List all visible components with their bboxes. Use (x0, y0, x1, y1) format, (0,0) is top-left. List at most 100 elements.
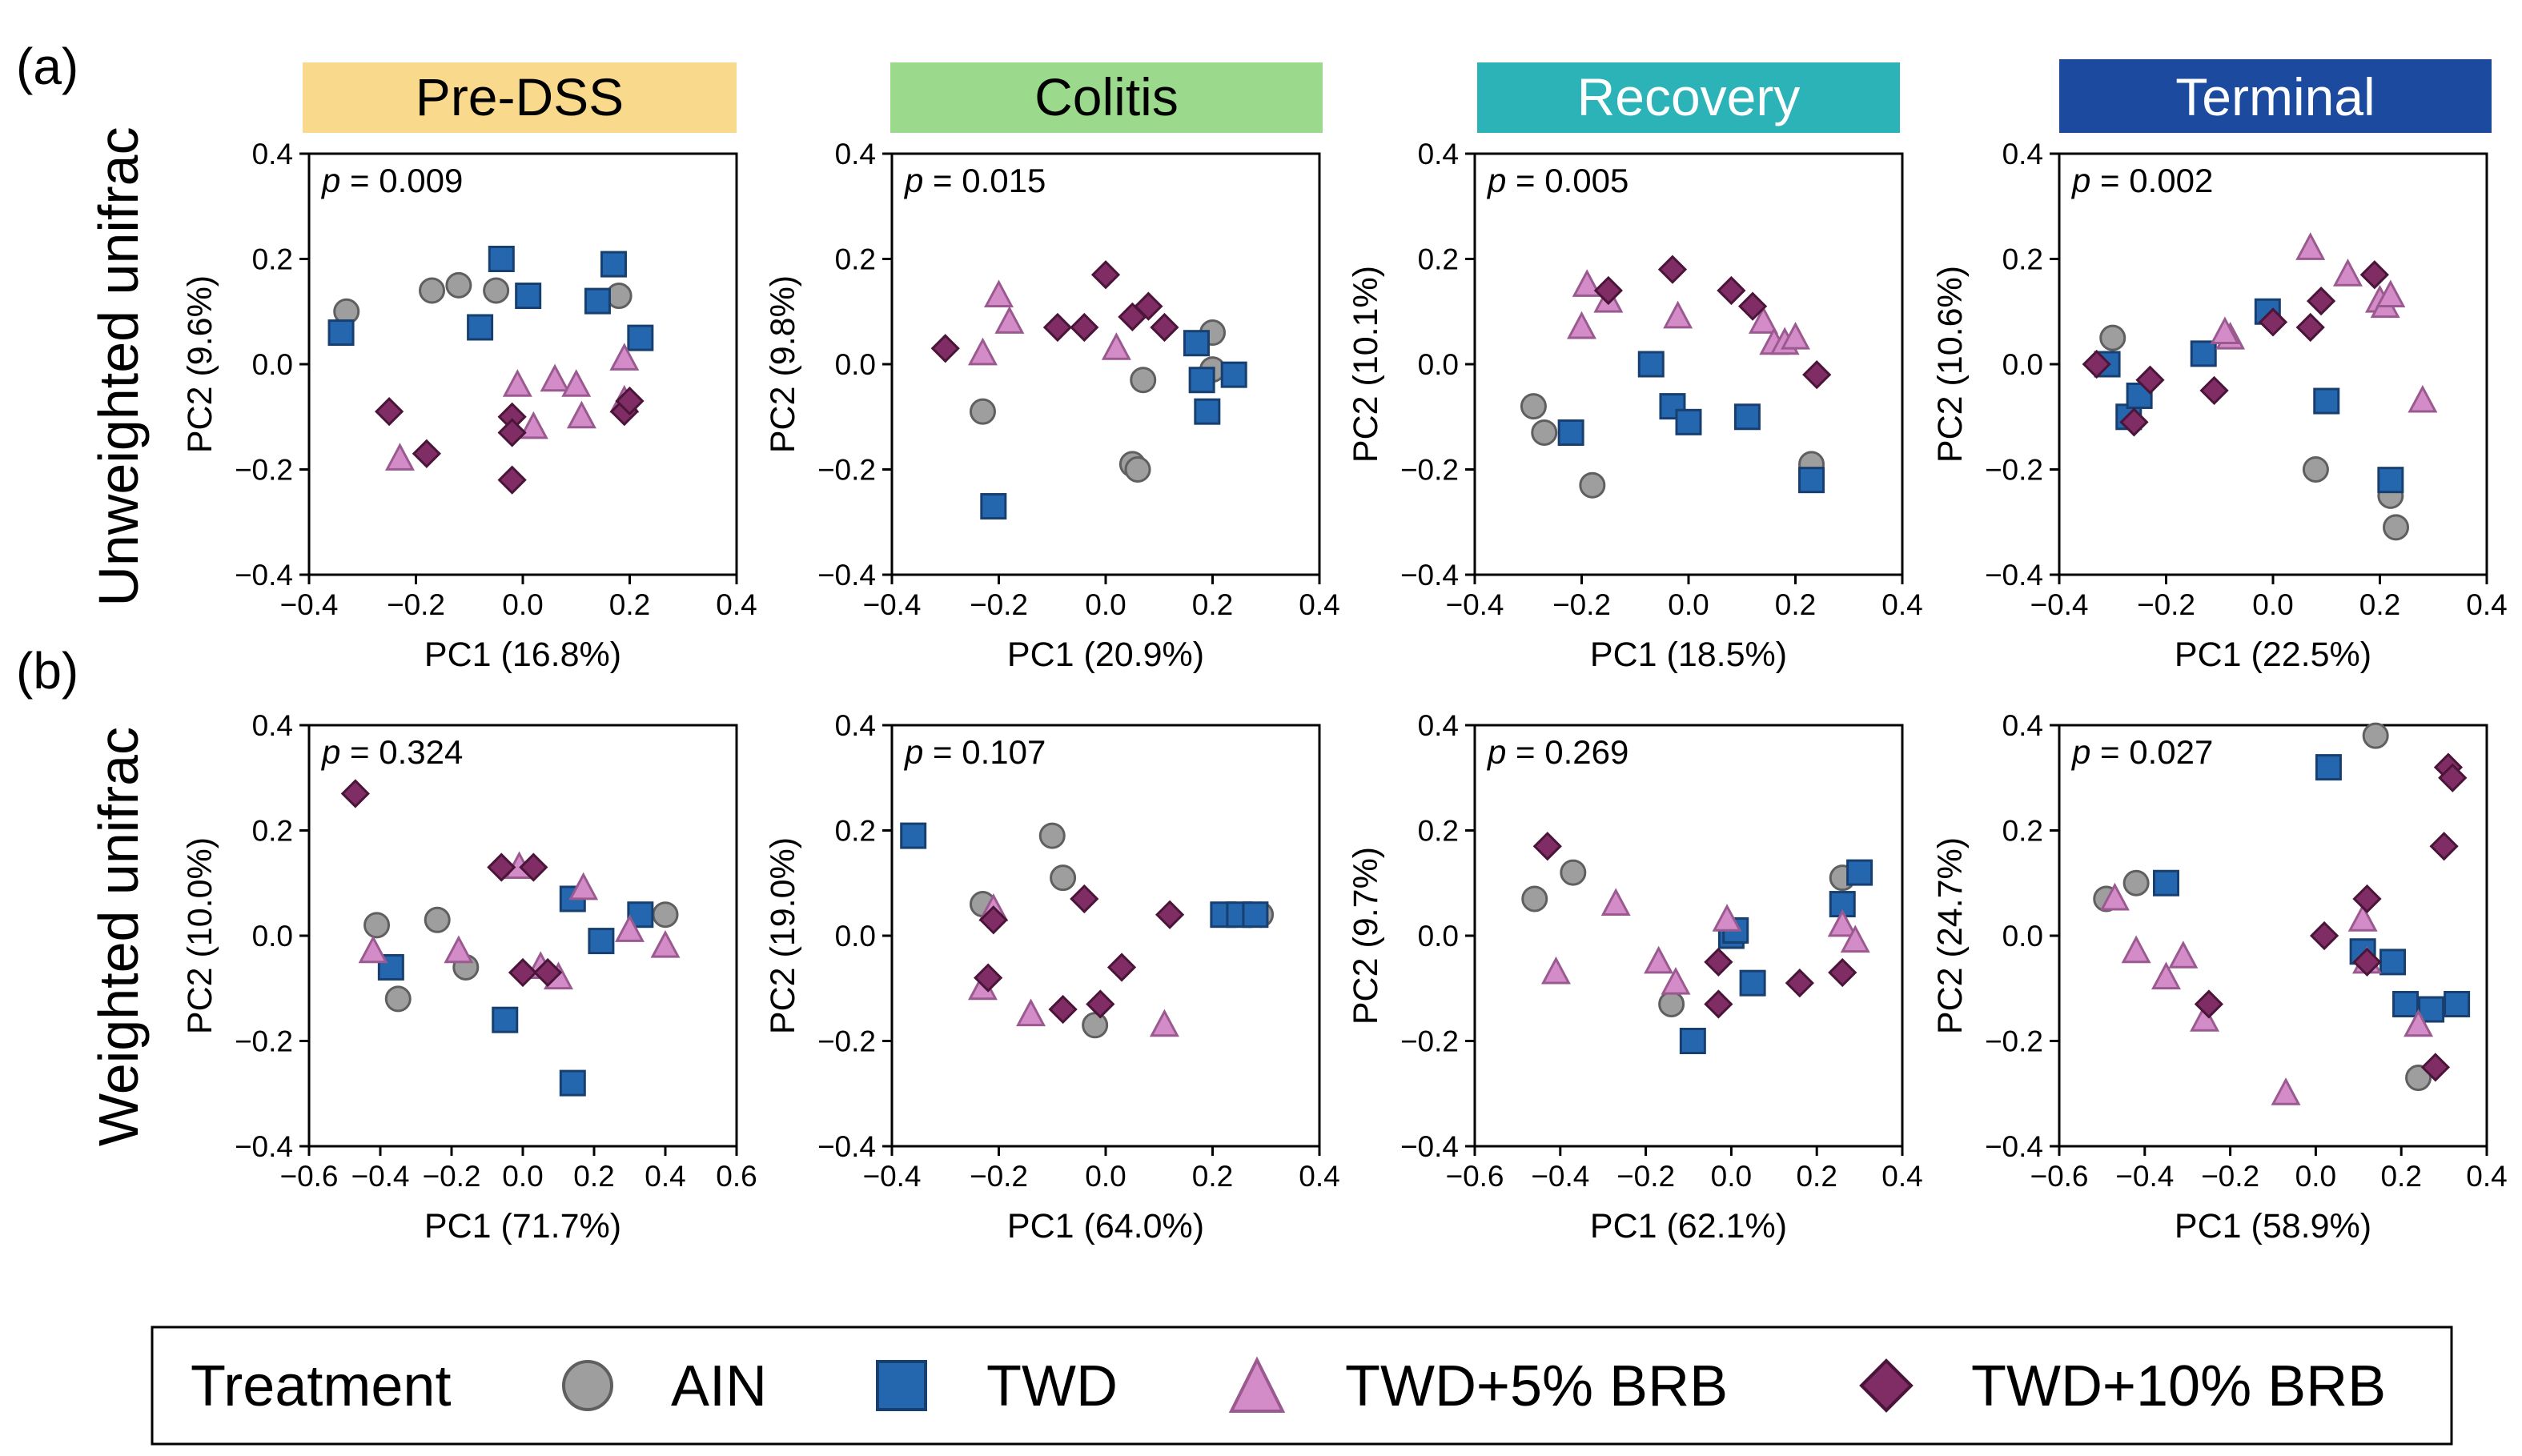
point-twd10 (2438, 763, 2468, 792)
point-twd (2153, 869, 2179, 896)
plot-frame (1473, 152, 1904, 576)
point-twd10 (2429, 832, 2459, 861)
y-tick-label: 0.2 (252, 243, 293, 276)
x-tick-label: 0.2 (1775, 588, 1816, 621)
point-twd5 (1748, 306, 1778, 334)
x-tick-label: −0.2 (970, 588, 1028, 621)
point-twd10 (533, 957, 563, 988)
x-tick-label: −0.6 (2030, 1160, 2088, 1193)
p-symbol: p (320, 162, 350, 199)
phase-header-bg (303, 62, 737, 133)
point-twd10 (2359, 260, 2389, 290)
point-ain (2302, 456, 2329, 483)
y-axis-title: PC2 (9.8%) (764, 275, 802, 453)
y-axis-title: PC2 (9.7%) (1347, 847, 1385, 1025)
point-twd5 (1840, 925, 1870, 953)
x-tick-label: 0.4 (645, 1160, 685, 1193)
point-ain (2122, 869, 2150, 896)
point-twd10 (2352, 884, 2382, 914)
p-value: = 0.015 (933, 162, 1046, 199)
point-twd5 (967, 337, 998, 366)
p-value-label: p = 0.009 (320, 162, 463, 199)
y-tick-label: 0.0 (2002, 920, 2043, 953)
point-twd (2315, 754, 2342, 781)
x-axis-title: PC1 (71.7%) (424, 1207, 621, 1245)
point-twd10 (1704, 989, 1733, 1019)
y-axis-title: PC2 (10.0%) (181, 837, 219, 1034)
point-twd10 (2119, 407, 2149, 437)
y-axis-title: PC2 (19.0%) (764, 837, 802, 1034)
point-twd5 (568, 872, 599, 900)
point-twd5 (2121, 935, 2151, 964)
point-twd5 (1567, 311, 1596, 339)
point-twd (1183, 330, 1210, 357)
point-twd (1242, 901, 1269, 929)
x-tick-label: 0.0 (502, 588, 543, 621)
y-tick-label: 0.2 (835, 243, 876, 276)
point-twd10 (2258, 307, 2288, 337)
y-tick-label: −0.2 (235, 1025, 293, 1058)
y-tick-label: 0.0 (252, 920, 293, 953)
y-axis-title: PC2 (24.7%) (1931, 837, 1970, 1034)
point-twd5 (1101, 332, 1131, 360)
phase-header-recovery: Recovery (1477, 62, 1900, 133)
point-ain (483, 277, 510, 304)
point-twd10 (2199, 375, 2229, 405)
point-twd (1637, 351, 1665, 378)
phase-header-bg (890, 62, 1323, 133)
phase-header-pre-dss: Pre-DSS (303, 62, 737, 133)
point-twd (900, 822, 927, 849)
point-twd10 (1134, 291, 1163, 321)
x-axis-title: PC1 (64.0%) (1007, 1207, 1204, 1245)
point-twd10 (2194, 989, 2224, 1019)
x-axis-title: PC1 (22.5%) (2175, 636, 2371, 674)
x-tick-label: −0.4 (279, 588, 338, 621)
scatter-panel-unweighted-unifrac-pre-dss: −0.4 −0.2 0.0 0.2 0.4 −0.4 −0.2 0.0 0.2 0.4 PC1 (1… (181, 138, 757, 674)
point-twd (980, 493, 1007, 520)
point-ain (1531, 419, 1558, 446)
y-tick-label: 0.0 (1418, 348, 1459, 381)
y-tick-label: −0.4 (817, 559, 876, 592)
legend-label-twd10: TWD+10% BRB (1971, 1354, 2386, 1418)
point-ain (652, 901, 679, 929)
y-tick-label: 0.4 (1418, 709, 1459, 742)
y-tick-label: 0.2 (1418, 815, 1459, 848)
point-ain (384, 985, 412, 1013)
y-tick-label: 0.0 (252, 348, 293, 381)
p-symbol: p (903, 162, 933, 199)
y-tick-label: 0.4 (835, 138, 876, 170)
x-tick-label: −0.4 (862, 1160, 921, 1193)
point-twd (492, 1006, 519, 1033)
point-twd10 (1086, 989, 1115, 1019)
p-symbol: p (1486, 733, 1516, 771)
y-tick-label: 0.4 (835, 709, 876, 742)
x-tick-label: 0.2 (1192, 1160, 1233, 1193)
x-tick-label: 0.4 (1299, 1160, 1339, 1193)
point-twd10 (1106, 953, 1137, 982)
p-value-label: p = 0.324 (320, 733, 463, 771)
point-twd10 (1785, 969, 1814, 998)
x-tick-label: −0.2 (1616, 1160, 1675, 1193)
point-twd10 (2352, 947, 2382, 977)
y-tick-label: −0.4 (1400, 1130, 1459, 1163)
x-tick-label: −0.4 (2115, 1160, 2174, 1193)
legend-label-twd5: TWD+5% BRB (1345, 1354, 1728, 1418)
y-tick-label: −0.4 (1985, 1130, 2043, 1163)
x-tick-label: 0.0 (502, 1160, 543, 1193)
point-twd10 (519, 852, 548, 882)
point-twd (2377, 467, 2404, 494)
y-tick-label: 0.4 (2002, 138, 2043, 170)
p-value: = 0.005 (1516, 162, 1628, 199)
plot-frame (890, 152, 1321, 576)
point-twd10 (1717, 275, 1746, 306)
legend-label-twd: TWD (986, 1354, 1118, 1418)
point-twd5 (566, 400, 596, 429)
x-tick-label: 0.4 (2466, 588, 2507, 621)
point-twd5 (2408, 384, 2438, 413)
p-symbol: p (2070, 733, 2100, 771)
scatter-panel-weighted-unifrac-terminal: −0.6 −0.4 −0.2 0.0 0.2 0.4−0.4−0.20.00.20.4PC… (1931, 709, 2508, 1245)
x-axis-title: PC1 (20.9%) (1007, 636, 1204, 674)
point-twd (2379, 949, 2407, 976)
x-tick-label: −0.4 (351, 1160, 409, 1193)
x-tick-label: −0.6 (1445, 1160, 1504, 1193)
